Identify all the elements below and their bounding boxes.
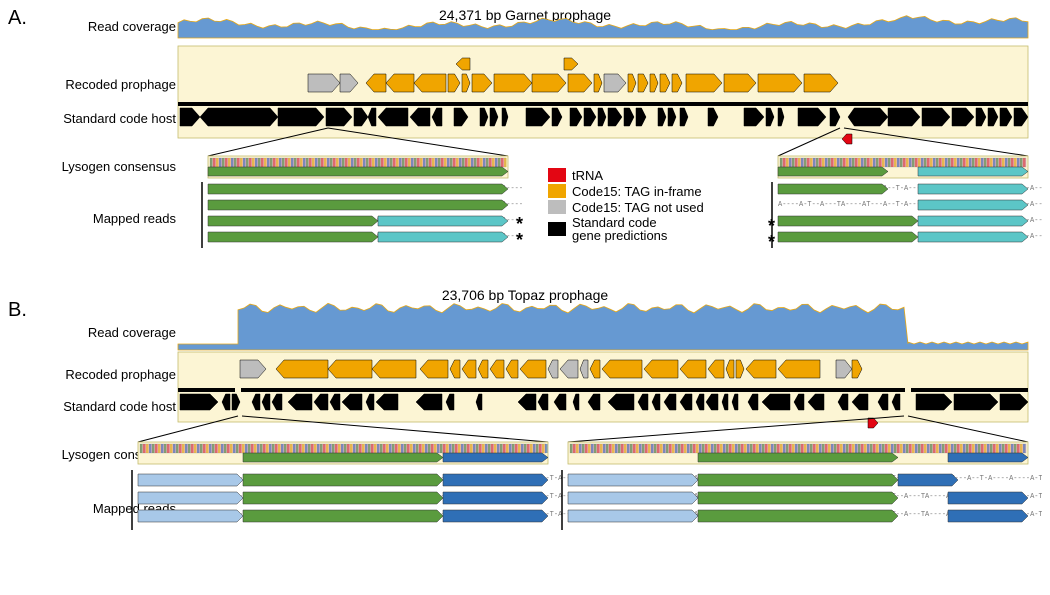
panel-b-svg: A----A-T--A---TA----AT---A--T-A----A----… (8, 292, 1042, 582)
legend-inframe: Code15: TAG in-frame (572, 185, 702, 198)
panel-a: A. 24,371 bp Garnet prophage Read covera… (8, 8, 1042, 288)
legend: tRNA Code15: TAG in-frame Code15: TAG no… (548, 168, 704, 244)
figure-container: A. 24,371 bp Garnet prophage Read covera… (8, 8, 1042, 582)
legend-notused: Code15: TAG not used (572, 201, 704, 214)
legend-std2: gene predictions (572, 228, 667, 243)
panel-b: B. 23,706 bp Topaz prophage Read coverag… (8, 292, 1042, 582)
panel-a-svg: A----A-T--A---TA----AT---A--T-A----A----… (8, 8, 1042, 288)
legend-trna: tRNA (572, 169, 603, 182)
legend-swatch-inframe (548, 184, 566, 198)
legend-swatch-trna (548, 168, 566, 182)
svg-text:*: * (768, 232, 775, 252)
legend-swatch-std (548, 222, 566, 236)
svg-text:*: * (516, 230, 523, 250)
legend-swatch-notused (548, 200, 566, 214)
